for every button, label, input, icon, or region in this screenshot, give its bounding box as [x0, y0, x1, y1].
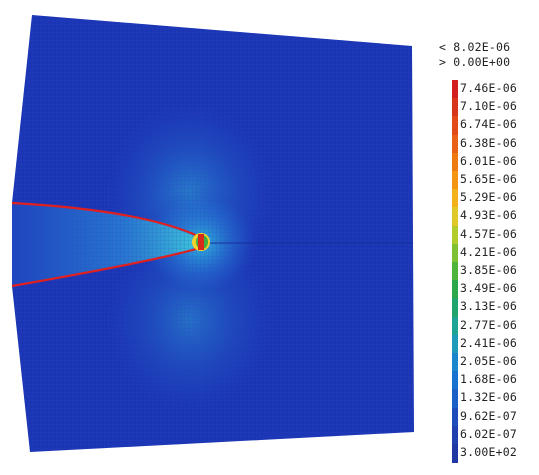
legend-swatch: [452, 189, 458, 209]
crack-outline-upper: [11, 201, 199, 238]
legend-swatch: [452, 425, 458, 445]
legend-tick-label: 2.41E-06: [460, 335, 517, 350]
legend-tick-label: 4.93E-06: [460, 208, 517, 223]
legend-swatch: [452, 225, 458, 245]
legend-swatch: [452, 207, 458, 227]
legend-tick-label: 2.77E-06: [460, 317, 517, 332]
legend-tick-label: 5.65E-06: [460, 172, 517, 186]
legend-swatch: [452, 371, 458, 391]
legend-tick-label: 3.00E+02: [460, 445, 517, 459]
legend-tick-label: 6.74E-06: [460, 117, 517, 132]
legend-tick-label: 7.10E-06: [460, 99, 517, 114]
legend-tick-label: 1.32E-06: [460, 390, 517, 405]
legend-swatch: [452, 80, 458, 100]
legend-tick-label: 6.38E-06: [460, 135, 517, 150]
legend-tick-label: 6.02E-07: [460, 426, 517, 441]
legend-swatch: [452, 171, 458, 191]
deformed-plate: [11, 15, 414, 452]
legend-tick-label: 7.46E-06: [460, 81, 517, 95]
legend-swatch: [452, 407, 458, 427]
mesh-grid: [12, 15, 414, 452]
legend-swatch: [452, 98, 458, 118]
legend-tick-label: 4.21E-06: [460, 244, 517, 259]
legend-swatch: [452, 316, 458, 336]
legend-swatch: [452, 262, 458, 282]
legend-max-label: < 8.02E-06: [439, 40, 511, 54]
color-legend: 7.46E-06 7.10E-06 6.74E-06 6.38E-06 6.01E-06…: [452, 80, 539, 472]
crack-tip-marker: [192, 233, 210, 251]
crack-outline-lower: [11, 246, 201, 288]
legend-tick-label: 5.29E-06: [460, 190, 517, 205]
legend-swatch: [452, 116, 458, 136]
legend-swatch: [452, 298, 458, 318]
legend-tick-label: 2.05E-06: [460, 354, 517, 368]
legend-swatch: [452, 152, 458, 172]
legend-swatch: [452, 134, 458, 154]
legend-swatch: [452, 353, 458, 373]
legend-swatch: [452, 334, 458, 354]
legend-swatch: [452, 243, 458, 263]
legend-tick-label: 9.62E-07: [460, 408, 517, 423]
legend-tick-label: 4.57E-06: [460, 226, 517, 241]
legend-swatch: [452, 389, 458, 409]
legend-tick-label: 1.68E-06: [460, 372, 517, 387]
legend-swatch: [452, 280, 458, 300]
legend-tick-label: 3.49E-06: [460, 281, 517, 296]
legend-min-label: > 0.00E+00: [439, 55, 511, 69]
legend-tick-label: 3.13E-06: [460, 299, 517, 314]
legend-tick-label: 6.01E-06: [460, 153, 517, 168]
legend-swatch: [452, 444, 458, 464]
legend-tick-label: 3.85E-06: [460, 263, 517, 277]
